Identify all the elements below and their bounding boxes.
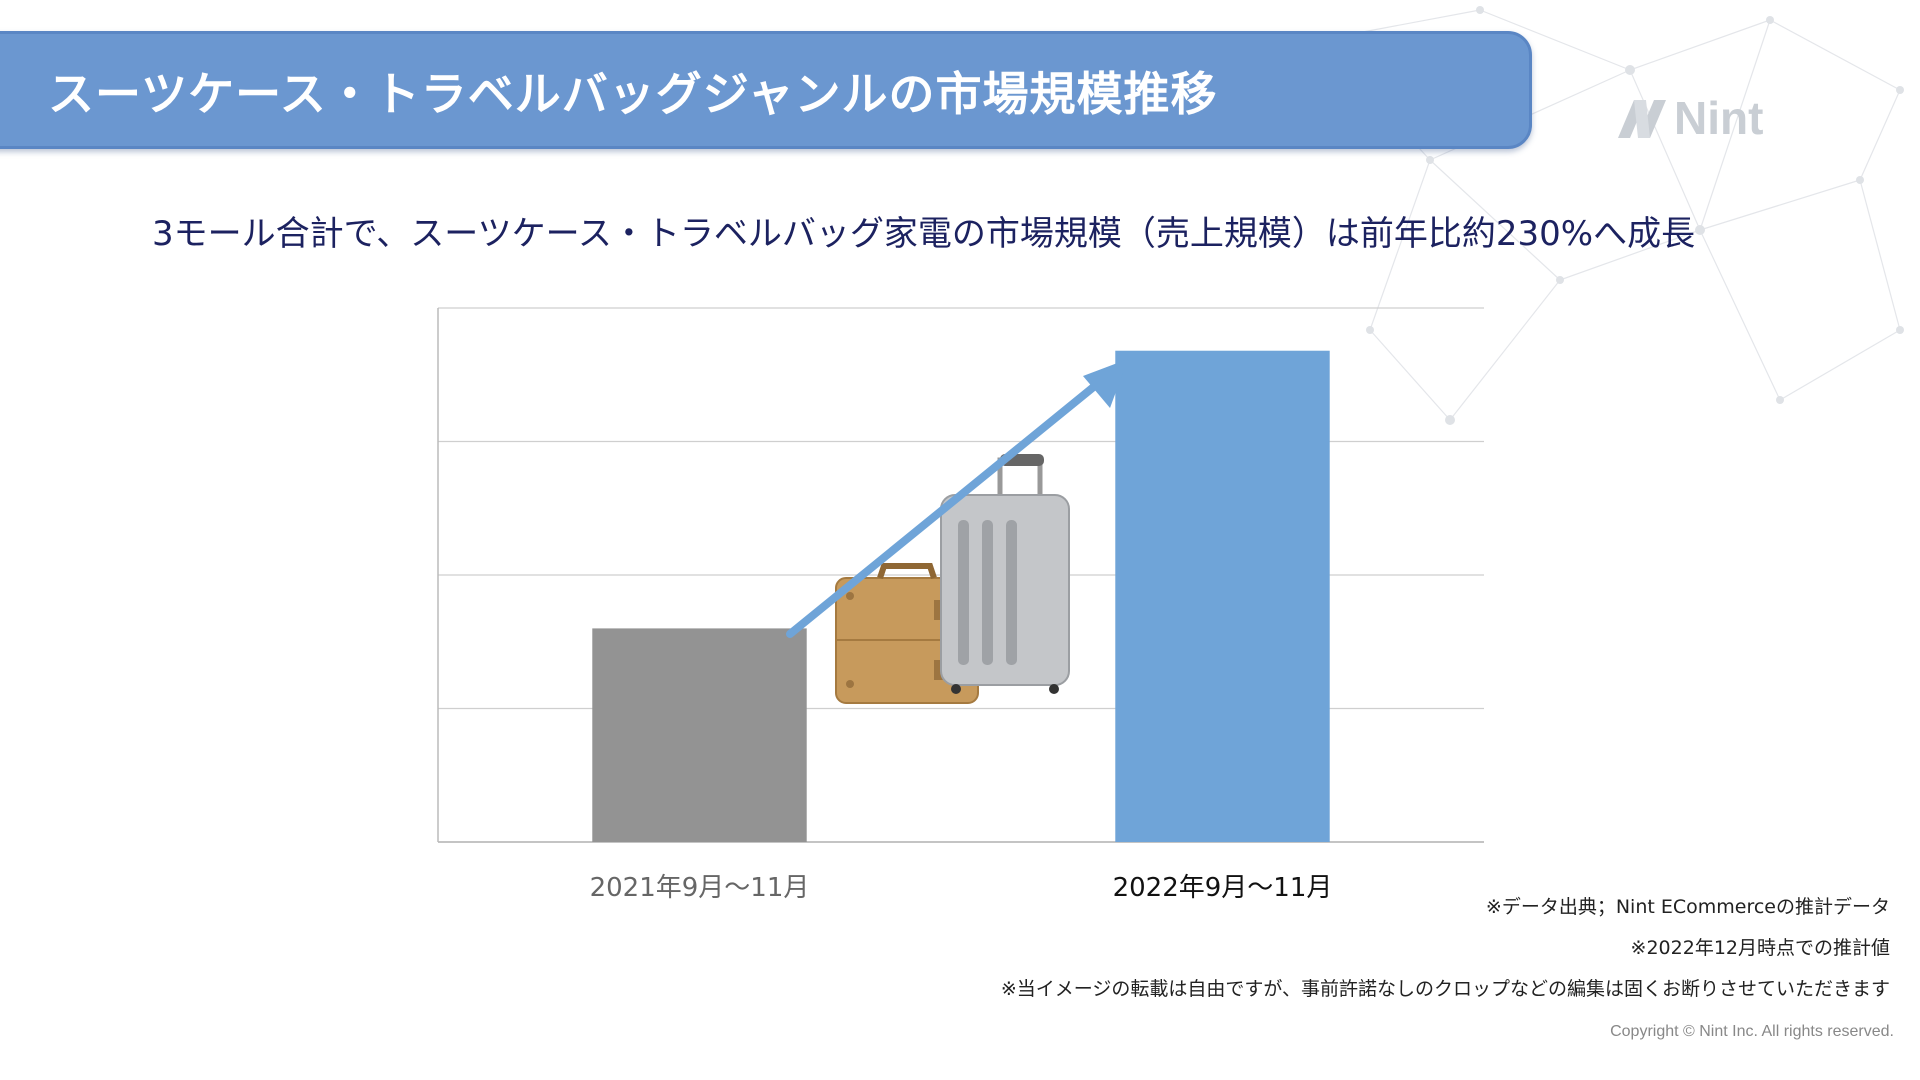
usage-note: ※当イメージの転載は自由ですが、事前許諾なしのクロップなどの編集は固くお断りさせ…	[1000, 978, 1890, 1000]
rolling-suitcase-icon	[940, 454, 1070, 694]
bar-1	[592, 628, 807, 842]
copyright: Copyright © Nint Inc. All rights reserve…	[1610, 1023, 1894, 1040]
nint-logo: Nint	[1616, 92, 1792, 144]
x-tick-label: 2021年9月〜11月	[590, 873, 810, 903]
bar-2	[1115, 350, 1330, 842]
title-banner	[0, 31, 1532, 149]
nint-logo-text: Nint	[1674, 92, 1764, 144]
trend-arrow-head	[1083, 359, 1128, 408]
trend-arrow	[786, 368, 1116, 638]
nint-logo-icon	[1618, 100, 1666, 138]
source-note: ※データ出典；Nint ECommerceの推計データ	[1485, 896, 1890, 918]
x-tick-label: 2022年9月〜11月	[1113, 873, 1333, 903]
page-title: スーツケース・トラベルバッグジャンルの市場規模推移	[48, 67, 1218, 121]
estimate-date-note: ※2022年12月時点での推計値	[1630, 937, 1890, 959]
headline: 3モール合計で、スーツケース・トラベルバッグ家電の市場規模（売上規模）は前年比約…	[152, 214, 1696, 254]
